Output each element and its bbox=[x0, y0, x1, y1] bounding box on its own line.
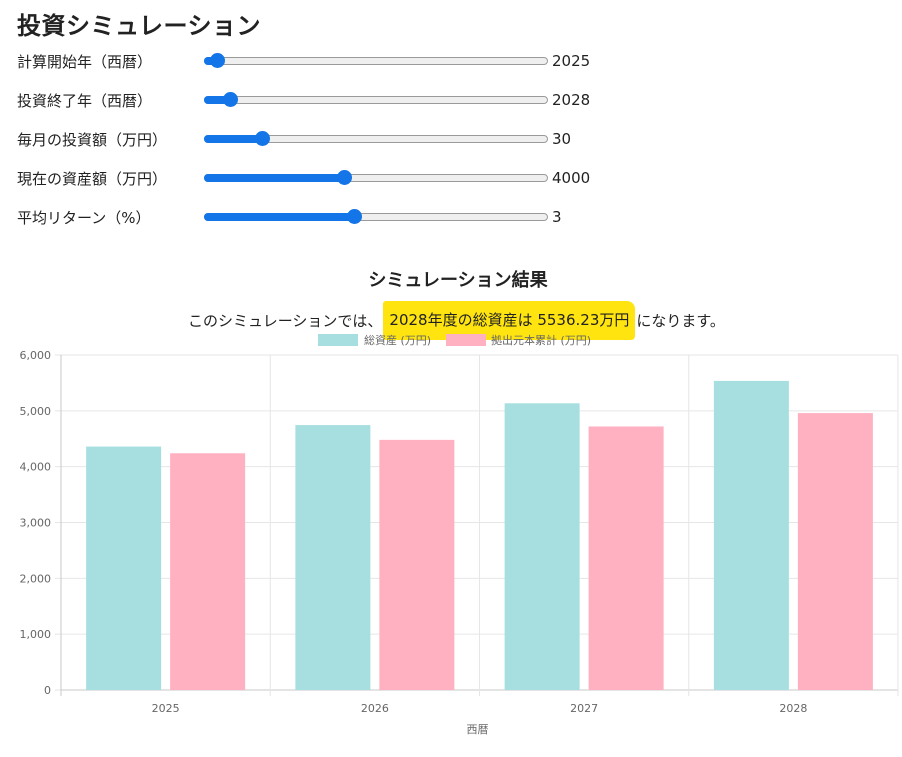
y-tick-label: 2,000 bbox=[20, 572, 52, 585]
slider-value-current-assets: 4000 bbox=[552, 169, 591, 187]
slider-row-monthly-investment: 毎月の投資額（万円） 30 bbox=[17, 127, 617, 151]
result-prefix: このシミュレーションでは、 bbox=[188, 312, 383, 330]
slider-start-year[interactable] bbox=[204, 53, 548, 68]
legend-swatch-total-assets bbox=[318, 334, 358, 346]
slider-thumb[interactable] bbox=[223, 92, 238, 107]
bar-total-assets-2025 bbox=[86, 446, 162, 690]
result-highlight: 2028年度の総資産は 5536.23万円 bbox=[383, 301, 636, 340]
x-tick-label: 2027 bbox=[570, 702, 598, 715]
slider-row-average-return: 平均リターン（%） 3 bbox=[17, 205, 617, 229]
slider-thumb[interactable] bbox=[210, 53, 225, 68]
x-tick-label: 2028 bbox=[779, 702, 807, 715]
y-tick-label: 1,000 bbox=[20, 628, 52, 641]
x-tick-label: 2026 bbox=[361, 702, 389, 715]
x-tick-label: 2025 bbox=[152, 702, 180, 715]
slider-thumb[interactable] bbox=[347, 209, 362, 224]
slider-fill bbox=[204, 213, 353, 221]
slider-thumb[interactable] bbox=[255, 131, 270, 146]
legend-label-total-assets: 総資産 (万円) bbox=[364, 333, 431, 347]
slider-thumb[interactable] bbox=[337, 170, 352, 185]
slider-label-start-year: 計算開始年（西暦） bbox=[17, 52, 153, 71]
slider-label-average-return: 平均リターン（%） bbox=[17, 208, 151, 227]
x-axis-title: 西暦 bbox=[467, 723, 489, 736]
legend-swatch-principal bbox=[446, 334, 486, 346]
bar-principal-2027 bbox=[588, 426, 664, 690]
page-title: 投資シミュレーション bbox=[17, 12, 262, 40]
y-tick-label: 3,000 bbox=[20, 517, 52, 530]
slider-current-assets[interactable] bbox=[204, 170, 548, 185]
y-tick-label: 0 bbox=[44, 684, 51, 697]
bar-total-assets-2026 bbox=[295, 425, 371, 690]
slider-value-monthly-investment: 30 bbox=[552, 130, 572, 148]
slider-row-start-year: 計算開始年（西暦） 2025 bbox=[17, 49, 617, 73]
slider-fill bbox=[204, 96, 229, 104]
bar-principal-2026 bbox=[379, 439, 455, 690]
slider-fill bbox=[204, 135, 261, 143]
slider-value-average-return: 3 bbox=[552, 208, 562, 226]
slider-end-year[interactable] bbox=[204, 92, 548, 107]
slider-label-monthly-investment: 毎月の投資額（万円） bbox=[17, 130, 168, 149]
bar-principal-2028 bbox=[797, 413, 873, 690]
y-tick-label: 6,000 bbox=[20, 349, 52, 362]
bar-total-assets-2027 bbox=[504, 403, 580, 690]
slider-fill bbox=[204, 174, 343, 182]
slider-row-current-assets: 現在の資産額（万円） 4000 bbox=[17, 166, 617, 190]
bar-total-assets-2028 bbox=[713, 380, 789, 690]
slider-label-end-year: 投資終了年（西暦） bbox=[17, 91, 153, 110]
slider-label-current-assets: 現在の資産額（万円） bbox=[17, 169, 168, 188]
y-tick-label: 5,000 bbox=[20, 405, 52, 418]
slider-row-end-year: 投資終了年（西暦） 2028 bbox=[17, 88, 617, 112]
result-title: シミュレーション結果 bbox=[368, 270, 548, 291]
slider-value-end-year: 2028 bbox=[552, 91, 591, 109]
result-suffix: になります。 bbox=[636, 312, 725, 330]
slider-value-start-year: 2025 bbox=[552, 52, 591, 70]
simulation-chart: 0 1,000 2,000 3,000 4,000 5,000 6,000 2025 2026 2… bbox=[20, 333, 899, 736]
y-tick-label: 4,000 bbox=[20, 461, 52, 474]
legend-label-principal: 拠出元本累計 (万円) bbox=[491, 333, 591, 347]
result-summary: このシミュレーションでは、 2028年度の総資産は 5536.23万円 になりま… bbox=[188, 301, 725, 340]
slider-average-return[interactable] bbox=[204, 209, 548, 224]
bar-principal-2025 bbox=[170, 453, 246, 690]
slider-monthly-investment[interactable] bbox=[204, 131, 548, 146]
